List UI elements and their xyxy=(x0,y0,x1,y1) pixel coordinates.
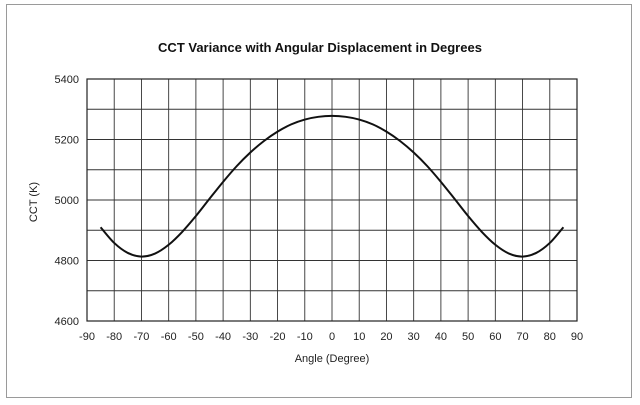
x-tick-label: 60 xyxy=(489,331,501,343)
x-tick-label: 40 xyxy=(435,331,447,343)
y-tick-label: 4600 xyxy=(55,316,79,328)
cct-series-line xyxy=(99,114,565,258)
x-tick-label: -40 xyxy=(215,331,231,343)
x-tick-label: -70 xyxy=(133,331,149,343)
x-tick-label: 0 xyxy=(329,331,335,343)
x-tick-label: -50 xyxy=(188,331,204,343)
y-axis-label: CCT (K) xyxy=(28,182,40,222)
x-tick-label: 90 xyxy=(571,331,583,343)
y-tick-label: 5400 xyxy=(55,74,79,86)
y-axis-ticks: 4600 4800 5000 5200 5400 xyxy=(55,74,79,328)
plot-area xyxy=(86,78,578,322)
x-tick-label: -30 xyxy=(242,331,258,343)
x-tick-label: 20 xyxy=(380,331,392,343)
x-tick-label: 70 xyxy=(516,331,528,343)
x-tick-label: -80 xyxy=(106,331,122,343)
chart-frame xyxy=(6,4,632,398)
x-tick-label: -10 xyxy=(297,331,313,343)
x-tick-label: 50 xyxy=(462,331,474,343)
x-tick-label: 10 xyxy=(353,331,365,343)
x-tick-label: -90 xyxy=(79,331,95,343)
x-tick-label: 30 xyxy=(408,331,420,343)
x-tick-label: -20 xyxy=(270,331,286,343)
y-tick-label: 5000 xyxy=(55,195,79,207)
x-tick-label: -60 xyxy=(161,331,177,343)
y-tick-label: 5200 xyxy=(55,135,79,147)
x-axis-label: Angle (Degree) xyxy=(295,353,370,365)
chart-title: CCT Variance with Angular Displacement i… xyxy=(158,40,482,55)
x-tick-label: 80 xyxy=(544,331,556,343)
y-tick-label: 4800 xyxy=(55,256,79,268)
x-axis-ticks: -90 -80 -70 -60 -50 -40 -30 -20 -10 0 10 20 30 40 50 60… xyxy=(79,331,583,343)
